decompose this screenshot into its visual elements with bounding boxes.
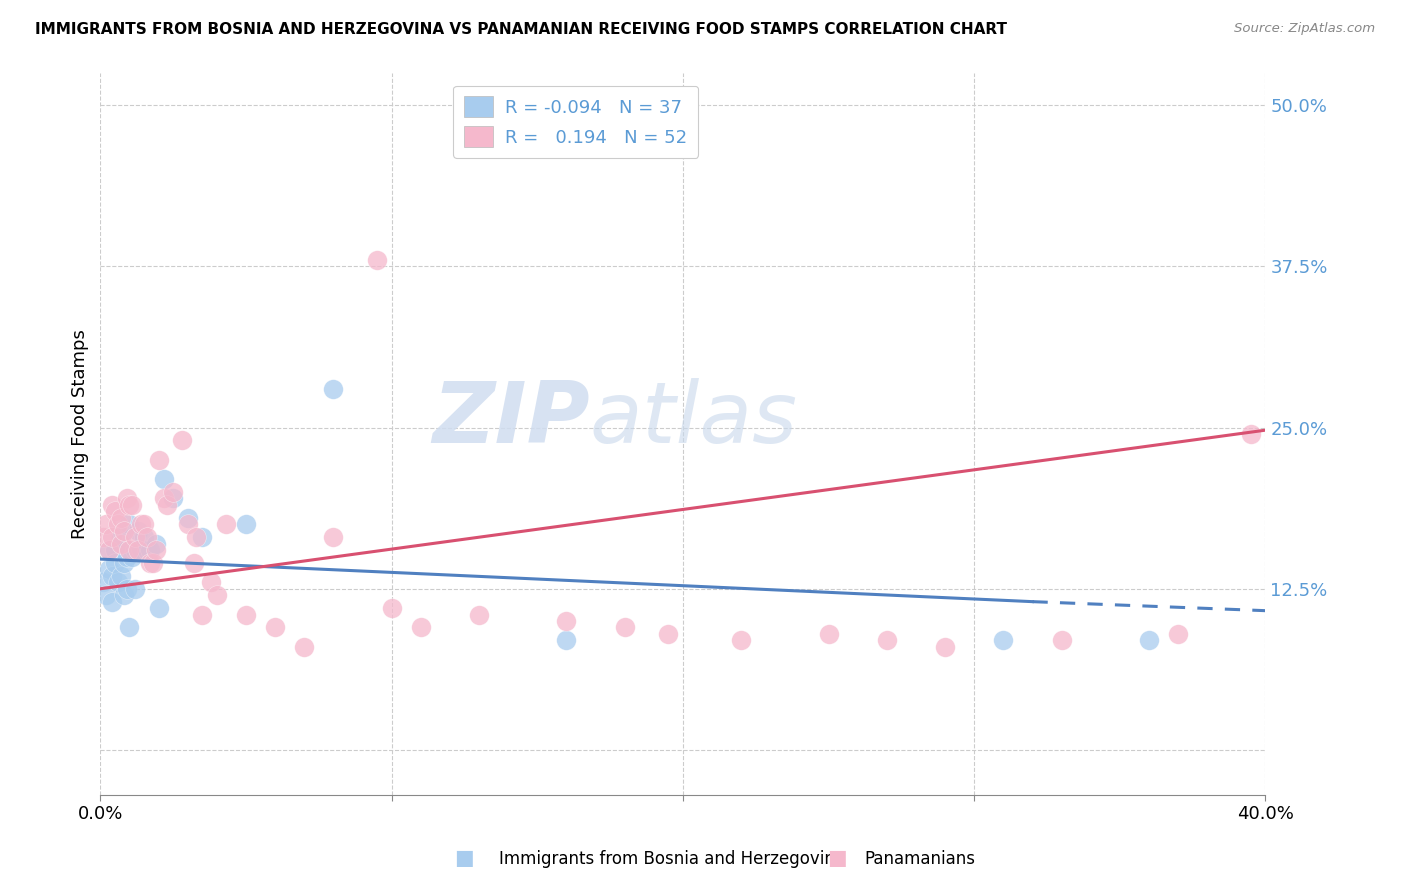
Point bbox=[191, 530, 214, 544]
Point bbox=[657, 627, 679, 641]
Text: Panamanians: Panamanians bbox=[865, 850, 976, 868]
Point bbox=[104, 543, 127, 558]
Point bbox=[1240, 427, 1263, 442]
Point bbox=[162, 491, 184, 506]
Text: atlas: atlas bbox=[589, 378, 797, 461]
Point bbox=[142, 556, 165, 570]
Point bbox=[124, 543, 146, 558]
Point bbox=[110, 530, 132, 544]
Point bbox=[205, 588, 228, 602]
Point bbox=[110, 536, 132, 550]
Legend: R = -0.094   N = 37, R =   0.194   N = 52: R = -0.094 N = 37, R = 0.194 N = 52 bbox=[453, 86, 699, 158]
Point bbox=[191, 607, 214, 622]
Point bbox=[115, 582, 138, 596]
Point bbox=[200, 575, 222, 590]
Point bbox=[101, 530, 124, 544]
Text: ■: ■ bbox=[454, 848, 474, 868]
Point bbox=[136, 530, 159, 544]
Point bbox=[817, 627, 839, 641]
Point bbox=[107, 517, 129, 532]
Y-axis label: Receiving Food Stamps: Receiving Food Stamps bbox=[72, 329, 89, 539]
Point bbox=[115, 491, 138, 506]
Point bbox=[366, 252, 388, 267]
Point bbox=[162, 485, 184, 500]
Point bbox=[381, 601, 404, 615]
Point bbox=[118, 620, 141, 634]
Point bbox=[112, 588, 135, 602]
Point bbox=[129, 543, 152, 558]
Point bbox=[112, 524, 135, 538]
Point bbox=[145, 543, 167, 558]
Point bbox=[129, 517, 152, 532]
Point bbox=[96, 517, 118, 532]
Point bbox=[139, 543, 162, 558]
Point bbox=[110, 569, 132, 583]
Point bbox=[115, 549, 138, 564]
Point bbox=[101, 498, 124, 512]
Point bbox=[153, 491, 176, 506]
Point bbox=[468, 607, 491, 622]
Point bbox=[98, 543, 121, 558]
Point bbox=[322, 530, 344, 544]
Text: ZIP: ZIP bbox=[432, 378, 589, 461]
Point bbox=[110, 511, 132, 525]
Point bbox=[136, 543, 159, 558]
Point bbox=[104, 504, 127, 518]
Point bbox=[1050, 633, 1073, 648]
Text: IMMIGRANTS FROM BOSNIA AND HERZEGOVINA VS PANAMANIAN RECEIVING FOOD STAMPS CORRE: IMMIGRANTS FROM BOSNIA AND HERZEGOVINA V… bbox=[35, 22, 1007, 37]
Point bbox=[107, 575, 129, 590]
Point bbox=[124, 582, 146, 596]
Point bbox=[148, 452, 170, 467]
Point bbox=[124, 530, 146, 544]
Point bbox=[183, 556, 205, 570]
Point bbox=[730, 633, 752, 648]
Point bbox=[613, 620, 636, 634]
Point bbox=[235, 517, 257, 532]
Text: Source: ZipAtlas.com: Source: ZipAtlas.com bbox=[1234, 22, 1375, 36]
Point bbox=[101, 569, 124, 583]
Point bbox=[112, 556, 135, 570]
Point bbox=[555, 614, 578, 628]
Point bbox=[148, 601, 170, 615]
Point bbox=[139, 556, 162, 570]
Point bbox=[118, 498, 141, 512]
Point bbox=[1167, 627, 1189, 641]
Point bbox=[177, 511, 200, 525]
Point bbox=[127, 524, 149, 538]
Point bbox=[132, 517, 155, 532]
Point bbox=[104, 556, 127, 570]
Text: Immigrants from Bosnia and Herzegovina: Immigrants from Bosnia and Herzegovina bbox=[499, 850, 845, 868]
Point bbox=[127, 543, 149, 558]
Point bbox=[121, 549, 143, 564]
Point bbox=[1137, 633, 1160, 648]
Point bbox=[186, 530, 208, 544]
Point bbox=[156, 498, 179, 512]
Point bbox=[292, 640, 315, 654]
Point bbox=[555, 633, 578, 648]
Point bbox=[145, 536, 167, 550]
Point bbox=[153, 472, 176, 486]
Point bbox=[177, 517, 200, 532]
Point bbox=[132, 530, 155, 544]
Point bbox=[91, 575, 114, 590]
Point bbox=[322, 382, 344, 396]
Point bbox=[409, 620, 432, 634]
Point bbox=[98, 562, 121, 576]
Point bbox=[264, 620, 287, 634]
Point bbox=[214, 517, 236, 532]
Point bbox=[235, 607, 257, 622]
Point bbox=[118, 543, 141, 558]
Point bbox=[101, 594, 124, 608]
Point bbox=[118, 543, 141, 558]
Point bbox=[91, 530, 114, 544]
Point bbox=[170, 434, 193, 448]
Point bbox=[121, 498, 143, 512]
Point bbox=[118, 517, 141, 532]
Point bbox=[98, 543, 121, 558]
Point bbox=[96, 588, 118, 602]
Text: ■: ■ bbox=[827, 848, 846, 868]
Point bbox=[993, 633, 1015, 648]
Point bbox=[876, 633, 898, 648]
Point bbox=[934, 640, 956, 654]
